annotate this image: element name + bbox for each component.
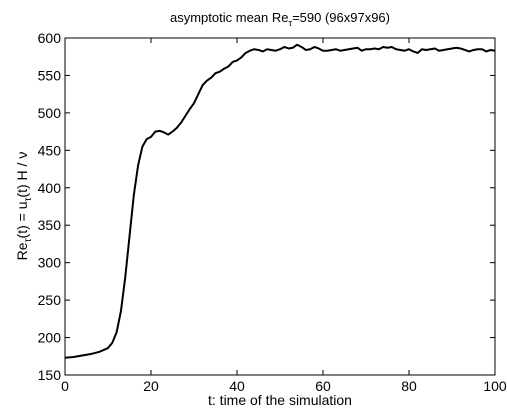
y-tick-label: 500	[38, 105, 62, 121]
plot-area	[64, 37, 496, 376]
x-tick-label: 40	[229, 378, 245, 394]
chart-title: asymptotic mean Reτ=590 (96x97x96)	[170, 10, 390, 28]
y-tick-label: 250	[38, 292, 62, 308]
y-tick-label: 350	[38, 217, 62, 233]
y-tick-label: 150	[38, 367, 62, 383]
y-axis: 150 200 250 300 350 400 450 500 550 600	[38, 30, 495, 383]
x-tick-label: 20	[143, 378, 159, 394]
x-tick-label: 0	[61, 378, 69, 394]
y-tick-label: 450	[38, 142, 62, 158]
x-axis: 0 20 40 60 80 100	[61, 38, 507, 394]
y-tick-label: 200	[38, 330, 62, 346]
x-tick-label: 60	[315, 378, 331, 394]
y-tick-label: 600	[38, 30, 62, 46]
y-tick-label: 550	[38, 67, 62, 83]
y-tick-label: 300	[38, 255, 62, 271]
y-axis-label: Reτ(t) = uτ(t) H / ν	[14, 152, 34, 261]
x-axis-label: t: time of the simulation	[208, 392, 352, 408]
series-line	[64, 43, 496, 359]
x-tick-label: 100	[483, 378, 507, 394]
x-tick-label: 80	[401, 378, 417, 394]
y-tick-label: 400	[38, 180, 62, 196]
